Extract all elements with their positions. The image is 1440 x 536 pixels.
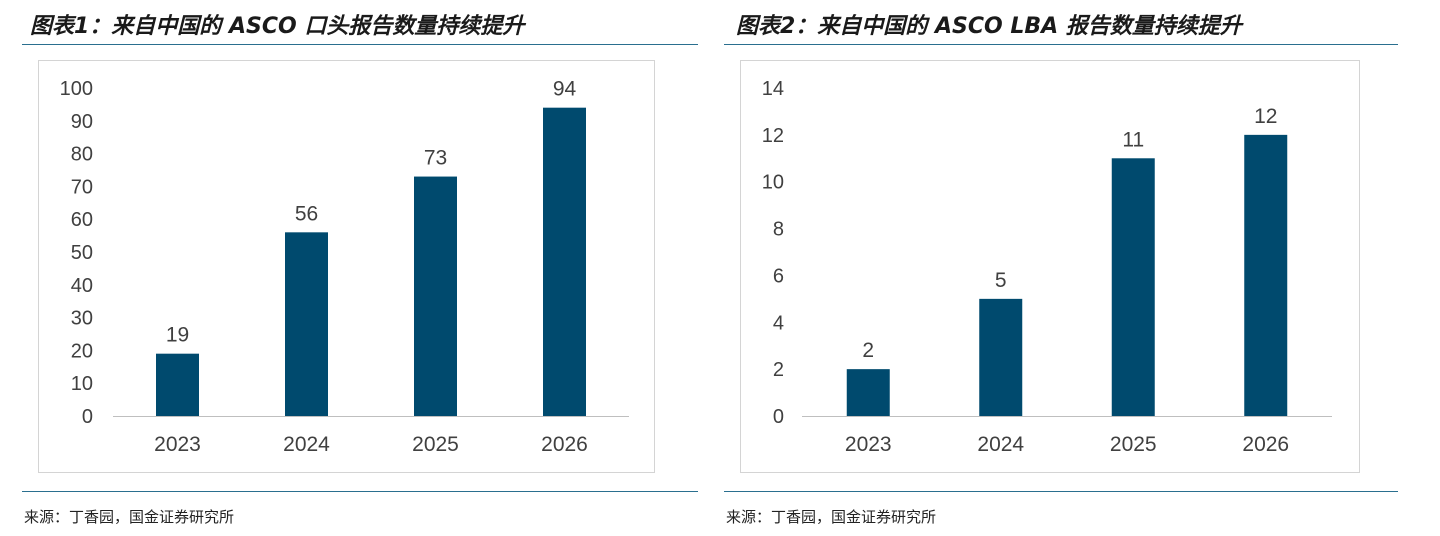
y-tick-label: 12 — [762, 125, 784, 147]
chart1-frame: 0 10 20 30 40 50 60 70 80 90 100 19 2023 56 2024 73 2025… — [38, 60, 655, 473]
data-label-2023: 19 — [166, 324, 189, 347]
bar-2025 — [1111, 158, 1155, 416]
data-label-2024: 5 — [995, 269, 1007, 292]
y-tick-label: 60 — [71, 209, 93, 231]
x-tick-label-2024: 2024 — [283, 433, 330, 456]
data-label-2023: 2 — [862, 339, 874, 362]
x-tick-label-2025: 2025 — [1110, 433, 1157, 456]
bar-2023 — [156, 353, 199, 416]
chart2-title-rule — [724, 44, 1398, 45]
y-tick-label: 4 — [773, 312, 784, 334]
chart2-plot: 0 2 4 6 8 10 12 14 2 2023 5 2024 11 2025 12 2026 — [762, 78, 1332, 456]
y-tick-label: 0 — [82, 406, 93, 428]
bar-2026 — [1244, 134, 1288, 416]
chart1-title-rule — [22, 44, 698, 45]
y-tick-label: 80 — [71, 144, 93, 166]
x-tick-label-2024: 2024 — [977, 433, 1024, 456]
data-label-2026: 12 — [1254, 105, 1277, 128]
y-tick-label: 90 — [71, 111, 93, 133]
y-tick-label: 30 — [71, 308, 93, 330]
y-tick-label: 40 — [71, 275, 93, 297]
y-tick-label: 50 — [71, 242, 93, 264]
chart2-source: 来源：丁香园，国金证券研究所 — [726, 508, 937, 526]
y-tick-label: 8 — [773, 219, 784, 241]
chart1-source: 来源：丁香园，国金证券研究所 — [24, 508, 235, 526]
bar-2024 — [979, 298, 1023, 416]
y-tick-label: 100 — [60, 78, 93, 100]
chart2-title: 图表2：来自中国的 ASCO LBA 报告数量持续提升 — [736, 14, 1242, 39]
y-tick-label: 0 — [773, 406, 784, 428]
x-tick-label-2026: 2026 — [541, 433, 588, 456]
bar-2024 — [285, 232, 328, 416]
y-tick-label: 20 — [71, 340, 93, 362]
chart2-frame: 0 2 4 6 8 10 12 14 2 2023 5 2024 11 2025 12 2026 — [740, 60, 1360, 473]
y-tick-label: 70 — [71, 176, 93, 198]
chart1-plot: 0 10 20 30 40 50 60 70 80 90 100 19 2023 56 2024 73 2025… — [60, 78, 629, 456]
x-tick-label-2025: 2025 — [412, 433, 459, 456]
data-label-2025: 11 — [1122, 128, 1144, 151]
x-tick-label-2023: 2023 — [845, 433, 892, 456]
data-label-2025: 73 — [424, 147, 447, 170]
y-tick-label: 10 — [71, 373, 93, 395]
data-label-2024: 56 — [295, 202, 318, 225]
x-tick-label-2026: 2026 — [1242, 433, 1289, 456]
y-tick-label: 6 — [773, 265, 784, 287]
bar-2026 — [543, 107, 586, 417]
chart2-bottom-rule — [724, 491, 1398, 492]
x-tick-label-2023: 2023 — [154, 433, 201, 456]
bar-2023 — [846, 369, 890, 416]
chart1-title: 图表1：来自中国的 ASCO 口头报告数量持续提升 — [30, 14, 525, 39]
bar-2025 — [414, 176, 457, 416]
chart1-bottom-rule — [22, 491, 698, 492]
y-tick-label: 14 — [762, 78, 784, 100]
y-tick-label: 2 — [773, 359, 784, 381]
data-label-2026: 94 — [553, 78, 577, 101]
y-tick-label: 10 — [762, 172, 784, 194]
